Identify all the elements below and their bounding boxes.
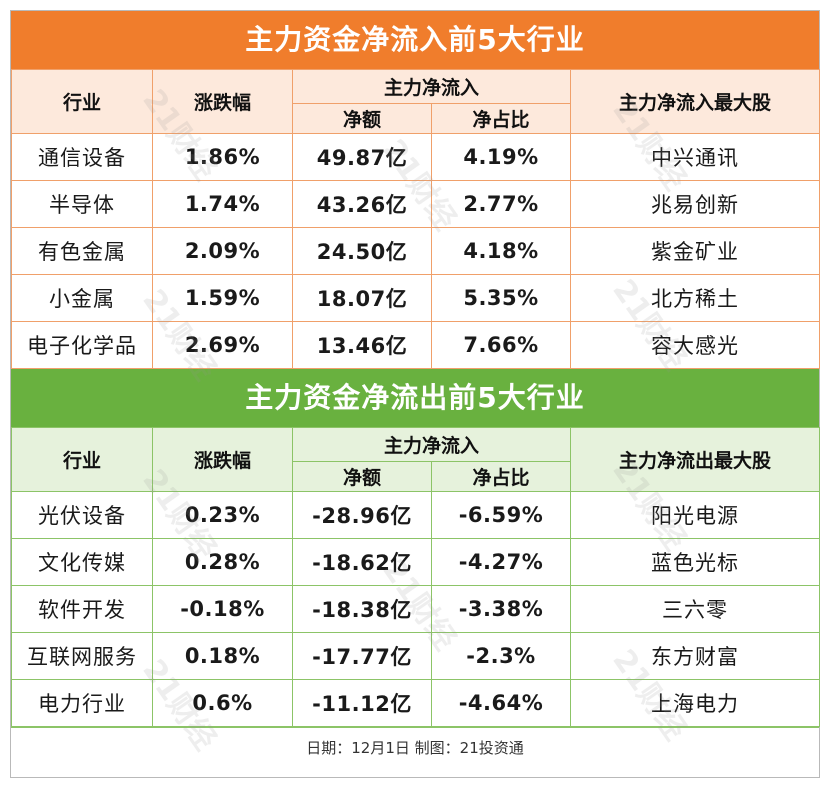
net-amount-cell: -18.38亿 [292, 585, 432, 633]
inflow-section: 主力资金净流入前5大行业 行业 涨跌幅 主力净流入 主力净流入最大股 净额 净占… [11, 11, 821, 369]
net-ratio-cell: -3.38% [430, 585, 572, 633]
net-ratio-cell: -4.27% [430, 538, 572, 586]
net-ratio-cell: 4.18% [430, 227, 572, 275]
top-stock-cell: 上海电力 [570, 679, 821, 727]
top-stock-cell: 三六零 [570, 585, 821, 633]
outflow-table: 行业 涨跌幅 主力净流入 主力净流出最大股 净额 净占比 光伏设备 0.23% … [11, 427, 821, 727]
industry-cell: 光伏设备 [11, 491, 153, 539]
table-row: 软件开发 -0.18% -18.38亿 -3.38% 三六零 [11, 585, 821, 633]
inflow-header-net-ratio: 净占比 [430, 103, 572, 134]
change-cell: -0.18% [152, 585, 293, 633]
top-stock-cell: 北方稀土 [570, 274, 821, 322]
outflow-header-change: 涨跌幅 [152, 427, 293, 492]
table-row: 光伏设备 0.23% -28.96亿 -6.59% 阳光电源 [11, 491, 821, 539]
change-cell: 0.28% [152, 538, 293, 586]
footer-caption: 日期：12月1日 制图：21投资通 [11, 727, 819, 768]
net-ratio-cell: 2.77% [430, 180, 572, 228]
table-row: 互联网服务 0.18% -17.77亿 -2.3% 东方财富 [11, 632, 821, 680]
inflow-header-group: 主力净流入 [291, 69, 572, 104]
change-cell: 2.09% [152, 227, 293, 275]
net-amount-cell: 43.26亿 [292, 180, 432, 228]
inflow-header-top-stock: 主力净流入最大股 [570, 69, 821, 134]
change-cell: 1.59% [152, 274, 293, 322]
net-ratio-cell: 4.19% [430, 133, 572, 181]
net-amount-cell: 18.07亿 [292, 274, 432, 322]
table-row: 电子化学品 2.69% 13.46亿 7.66% 容大感光 [11, 321, 821, 369]
table-row: 文化传媒 0.28% -18.62亿 -4.27% 蓝色光标 [11, 538, 821, 586]
outflow-header-net-ratio: 净占比 [430, 461, 572, 492]
industry-cell: 互联网服务 [11, 632, 153, 680]
table-row: 有色金属 2.09% 24.50亿 4.18% 紫金矿业 [11, 227, 821, 275]
industry-cell: 小金属 [11, 274, 153, 322]
outflow-header-top-stock: 主力净流出最大股 [570, 427, 821, 492]
inflow-header-net-amount: 净额 [292, 103, 432, 134]
top-stock-cell: 兆易创新 [570, 180, 821, 228]
change-cell: 0.18% [152, 632, 293, 680]
net-ratio-cell: 5.35% [430, 274, 572, 322]
industry-cell: 电子化学品 [11, 321, 153, 369]
outflow-title: 主力资金净流出前5大行业 [11, 369, 819, 427]
net-amount-cell: -18.62亿 [292, 538, 432, 586]
change-cell: 0.23% [152, 491, 293, 539]
change-cell: 1.74% [152, 180, 293, 228]
inflow-table: 行业 涨跌幅 主力净流入 主力净流入最大股 净额 净占比 通信设备 1.86% … [11, 69, 821, 369]
money-flow-sheet: 主力资金净流入前5大行业 行业 涨跌幅 主力净流入 主力净流入最大股 净额 净占… [10, 10, 821, 778]
change-cell: 2.69% [152, 321, 293, 369]
table-row: 电力行业 0.6% -11.12亿 -4.64% 上海电力 [11, 679, 821, 727]
net-amount-cell: -28.96亿 [292, 491, 432, 539]
net-ratio-cell: 7.66% [430, 321, 572, 369]
net-amount-cell: -11.12亿 [292, 679, 432, 727]
industry-cell: 半导体 [11, 180, 153, 228]
net-amount-cell: 24.50亿 [292, 227, 432, 275]
industry-cell: 软件开发 [11, 585, 153, 633]
net-amount-cell: 49.87亿 [292, 133, 432, 181]
industry-cell: 通信设备 [11, 133, 153, 181]
inflow-title: 主力资金净流入前5大行业 [11, 11, 819, 69]
net-amount-cell: -17.77亿 [292, 632, 432, 680]
inflow-header-change: 涨跌幅 [152, 69, 293, 134]
outflow-header-industry: 行业 [11, 427, 153, 492]
outflow-header-group: 主力净流入 [291, 427, 572, 462]
industry-cell: 文化传媒 [11, 538, 153, 586]
industry-cell: 电力行业 [11, 679, 153, 727]
top-stock-cell: 容大感光 [570, 321, 821, 369]
net-amount-cell: 13.46亿 [292, 321, 432, 369]
top-stock-cell: 中兴通讯 [570, 133, 821, 181]
table-row: 通信设备 1.86% 49.87亿 4.19% 中兴通讯 [11, 133, 821, 181]
outflow-section: 主力资金净流出前5大行业 行业 涨跌幅 主力净流入 主力净流出最大股 净额 净占… [11, 369, 821, 727]
change-cell: 1.86% [152, 133, 293, 181]
top-stock-cell: 紫金矿业 [570, 227, 821, 275]
top-stock-cell: 东方财富 [570, 632, 821, 680]
outflow-header-net-amount: 净额 [292, 461, 432, 492]
table-row: 小金属 1.59% 18.07亿 5.35% 北方稀土 [11, 274, 821, 322]
table-row: 半导体 1.74% 43.26亿 2.77% 兆易创新 [11, 180, 821, 228]
net-ratio-cell: -6.59% [430, 491, 572, 539]
industry-cell: 有色金属 [11, 227, 153, 275]
net-ratio-cell: -2.3% [430, 632, 572, 680]
net-ratio-cell: -4.64% [430, 679, 572, 727]
inflow-header-industry: 行业 [11, 69, 153, 134]
change-cell: 0.6% [152, 679, 293, 727]
top-stock-cell: 阳光电源 [570, 491, 821, 539]
top-stock-cell: 蓝色光标 [570, 538, 821, 586]
